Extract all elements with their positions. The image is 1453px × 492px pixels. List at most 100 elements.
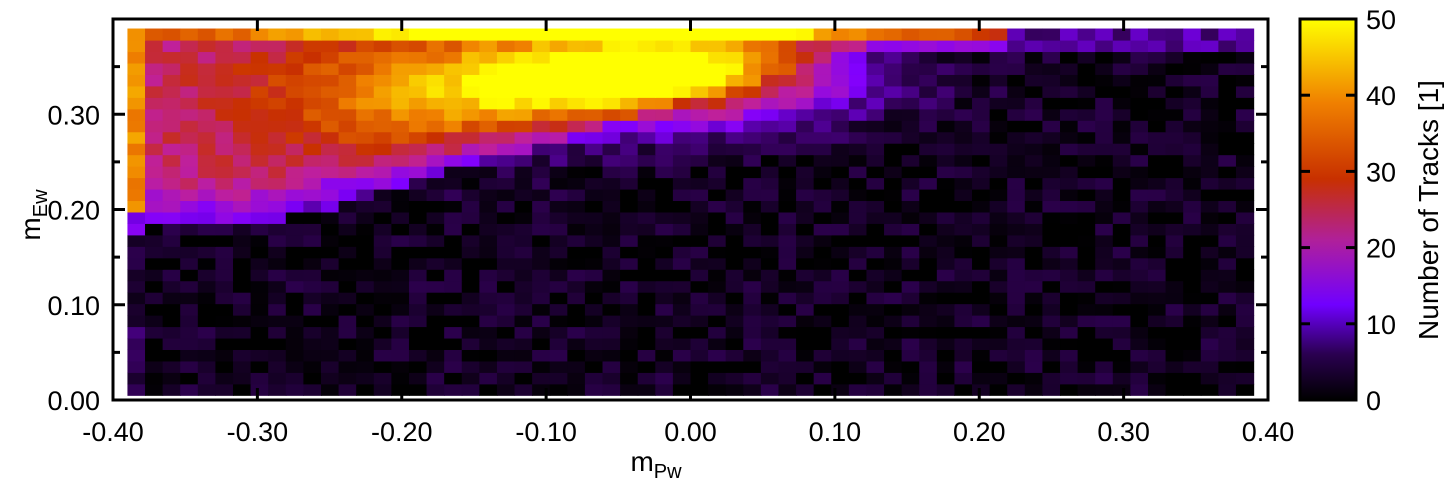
heatmap-cell (1112, 383, 1131, 396)
heatmap-cell (936, 360, 956, 373)
heatmap-cell (180, 303, 199, 316)
heatmap-cell (1200, 39, 1219, 53)
heatmap-cell (708, 303, 727, 316)
heatmap-cell (496, 383, 516, 396)
heatmap-cell (637, 131, 656, 144)
heatmap-cell (426, 51, 445, 64)
heatmap-cell (215, 383, 234, 396)
heatmap-cell (408, 28, 428, 41)
heatmap-cell (637, 51, 656, 64)
heatmap-cell (1130, 143, 1149, 156)
heatmap-cell (1235, 315, 1255, 328)
heatmap-cell (901, 39, 920, 53)
heatmap-cell (145, 349, 164, 362)
heatmap-cell (1183, 177, 1202, 190)
heatmap-cell (391, 315, 410, 328)
heatmap-cell (1042, 166, 1061, 179)
heatmap-cell (567, 372, 586, 385)
heatmap-cell (1077, 372, 1096, 385)
heatmap-cell (461, 143, 480, 156)
heatmap-cell (1007, 39, 1026, 53)
heatmap-cell (1130, 372, 1149, 385)
heatmap-cell (479, 211, 498, 224)
heatmap-cell (1077, 211, 1096, 224)
heatmap-cell (250, 28, 269, 41)
heatmap-cell (760, 246, 780, 259)
heatmap-cell (250, 143, 269, 156)
heatmap-cell (1060, 97, 1079, 110)
heatmap-cell (796, 143, 815, 156)
heatmap-cell (479, 39, 498, 53)
heatmap-cell (884, 39, 903, 53)
heatmap-cell (1147, 280, 1167, 293)
heatmap-cell (461, 51, 480, 64)
heatmap-cell (215, 28, 234, 41)
heatmap-cell (250, 200, 269, 213)
heatmap-cell (373, 97, 392, 110)
heatmap-cell (285, 188, 304, 202)
heatmap-cell (884, 51, 903, 64)
heatmap-cell (866, 188, 885, 202)
heatmap-cell (567, 154, 586, 167)
heatmap-cell (690, 303, 709, 316)
heatmap-cell (532, 200, 551, 213)
heatmap-cell (620, 280, 639, 293)
heatmap-cell (972, 39, 991, 53)
heatmap-cell (1095, 383, 1114, 396)
heatmap-cell (1235, 280, 1255, 293)
heatmap-cell (496, 51, 516, 64)
heatmap-cell (936, 211, 956, 224)
heatmap-cell (496, 39, 516, 53)
heatmap-cell (391, 166, 410, 179)
heatmap-cell (338, 383, 357, 396)
heatmap-cell (848, 85, 868, 98)
heatmap-cell (690, 188, 709, 202)
heatmap-cell (215, 177, 234, 190)
heatmap-cell (426, 166, 445, 179)
heatmap-cell (180, 120, 199, 133)
heatmap-cell (620, 131, 639, 144)
heatmap-cell (496, 108, 516, 121)
heatmap-cell (796, 97, 815, 110)
heatmap-cell (180, 292, 199, 305)
heatmap-cell (285, 246, 304, 259)
heatmap-cell (514, 360, 533, 373)
heatmap-cell (655, 211, 674, 224)
heatmap-cell (584, 211, 604, 224)
heatmap-cell (145, 372, 164, 385)
heatmap-cell (250, 177, 269, 190)
heatmap-cell (1147, 200, 1167, 213)
heatmap-cell (356, 257, 375, 270)
heatmap-cell (655, 383, 674, 396)
heatmap-cell (989, 234, 1008, 247)
heatmap-cell (760, 257, 780, 270)
heatmap-cell (954, 280, 973, 293)
heatmap-cell (1042, 177, 1061, 190)
heatmap-cell (1112, 62, 1131, 75)
heatmap-cell (1024, 177, 1044, 190)
heatmap-cell (1095, 372, 1114, 385)
heatmap-cell (708, 349, 727, 362)
heatmap-cell (584, 62, 604, 75)
heatmap-cell (690, 246, 709, 259)
heatmap-cell (936, 131, 956, 144)
heatmap-cell (391, 97, 410, 110)
heatmap-cell (461, 246, 480, 259)
heatmap-cell (496, 154, 516, 167)
heatmap-cell (1077, 360, 1096, 373)
heatmap-cell (338, 166, 357, 179)
heatmap-cell (1183, 292, 1202, 305)
heatmap-cell (549, 315, 568, 328)
heatmap-cell (655, 131, 674, 144)
heatmap-cell (532, 257, 551, 270)
heatmap-cell (989, 315, 1008, 328)
heatmap-cell (250, 108, 269, 121)
x-axis-ticks: -0.40 -0.30 -0.20 -0.10 0.00 0.10 0.20 0.30 0.40 (82, 19, 1294, 447)
heatmap-cell (514, 246, 533, 259)
heatmap-cell (796, 269, 815, 282)
heatmap-cell (373, 234, 392, 247)
heatmap-cell (708, 177, 727, 190)
heatmap-cell (444, 234, 463, 247)
heatmap-cell (848, 326, 868, 339)
heatmap-cell (637, 211, 656, 224)
